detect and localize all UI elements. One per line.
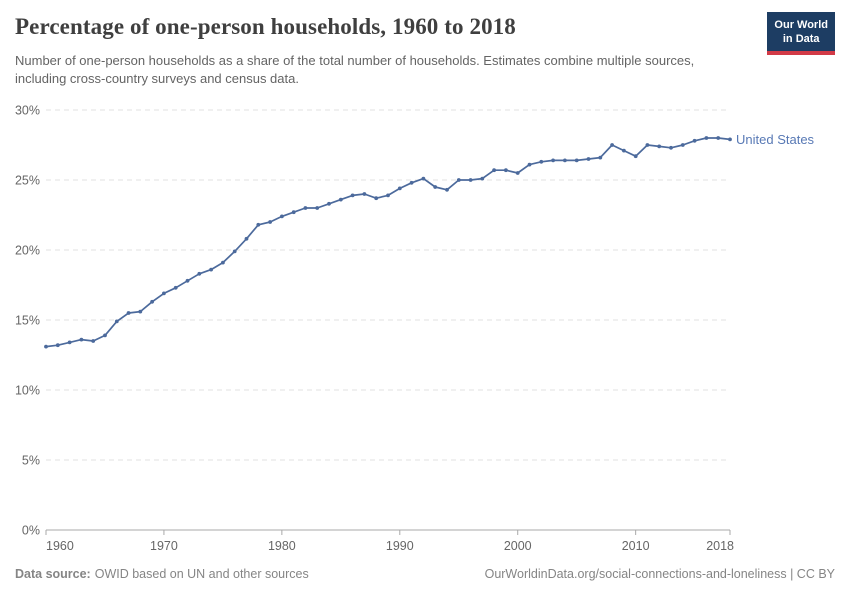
data-point[interactable] [704,136,709,140]
data-point[interactable] [327,201,331,206]
data-point[interactable] [598,155,603,160]
data-point[interactable] [539,159,544,164]
data-point[interactable] [515,171,520,175]
data-point[interactable] [433,185,438,189]
data-point[interactable] [586,157,591,161]
x-tick-label: 1990 [386,539,414,553]
data-source-label: Data source: [15,567,91,581]
data-point[interactable] [114,319,119,324]
y-tick-label: 20% [15,244,40,258]
data-point[interactable] [55,343,60,348]
data-point[interactable] [91,339,96,343]
chart-subtitle: Number of one-person households as a sha… [15,53,695,87]
x-tick-label: 2018 [706,539,734,553]
data-point[interactable] [103,333,107,338]
data-point[interactable] [456,178,461,182]
data-point[interactable] [209,267,214,272]
data-point[interactable] [397,186,402,191]
data-point[interactable] [728,137,732,142]
data-source-text: OWID based on UN and other sources [94,567,309,581]
owid-logo[interactable]: Our World in Data [767,12,835,55]
data-point[interactable] [574,158,579,163]
y-tick-label: 25% [15,174,40,188]
y-tick-label: 10% [15,384,40,398]
data-point[interactable] [386,193,390,198]
chart-footer: Data source: OWID based on UN and other s… [15,567,835,581]
data-point[interactable] [527,162,532,167]
x-tick-label: 1980 [268,539,296,553]
data-point[interactable] [692,138,697,143]
data-point[interactable] [374,196,379,201]
data-point[interactable] [669,145,673,150]
data-series-line[interactable] [45,137,731,348]
data-point[interactable] [362,192,367,196]
data-point[interactable] [150,299,155,304]
data-point[interactable] [680,143,685,147]
data-point[interactable] [232,249,237,254]
data-point[interactable] [409,180,414,185]
data-point[interactable] [551,158,555,163]
data-point[interactable] [504,168,508,173]
data-point[interactable] [67,340,72,345]
data-point[interactable] [716,136,721,140]
data-point[interactable] [173,285,178,290]
x-tick-label: 1970 [150,539,178,553]
data-point[interactable] [138,309,143,314]
y-tick-label: 0% [22,524,40,538]
data-point[interactable] [421,176,426,181]
data-point[interactable] [338,197,343,202]
data-point[interactable] [268,220,272,224]
data-point[interactable] [256,222,261,227]
data-point[interactable] [126,311,131,315]
x-tick-label: 2010 [622,539,650,553]
data-point[interactable] [244,236,249,241]
data-point[interactable] [563,158,567,163]
x-tick-label: 1960 [46,539,74,553]
y-tick-label: 15% [15,314,40,328]
owid-link[interactable]: OurWorldinData.org/social-connections-an… [484,567,835,581]
y-tick-label: 30% [15,104,40,118]
owid-logo-line2: in Data [782,33,820,46]
data-point[interactable] [480,176,485,181]
data-point[interactable] [350,193,355,198]
data-point[interactable] [633,154,638,159]
data-point[interactable] [303,206,308,210]
owid-logo-line1: Our World [774,19,828,31]
data-point[interactable] [492,168,496,173]
data-point[interactable] [468,178,473,182]
data-point[interactable] [185,278,190,283]
data-point[interactable] [610,143,614,147]
data-point[interactable] [622,148,626,153]
data-point[interactable] [197,271,202,276]
data-point[interactable] [221,260,225,265]
data-point[interactable] [44,344,48,349]
data-point[interactable] [445,187,449,192]
data-point[interactable] [657,144,662,149]
data-point[interactable] [162,291,166,296]
chart-title: Percentage of one-person households, 196… [15,14,516,39]
data-source: Data source: OWID based on UN and other s… [15,567,309,581]
united-states-label[interactable]: United States [736,132,815,147]
y-tick-label: 5% [22,454,40,468]
x-tick-label: 2000 [504,539,532,553]
data-point[interactable] [315,206,320,210]
data-point[interactable] [280,214,284,219]
data-point[interactable] [79,337,84,342]
data-point[interactable] [645,143,650,147]
data-point[interactable] [291,210,296,215]
